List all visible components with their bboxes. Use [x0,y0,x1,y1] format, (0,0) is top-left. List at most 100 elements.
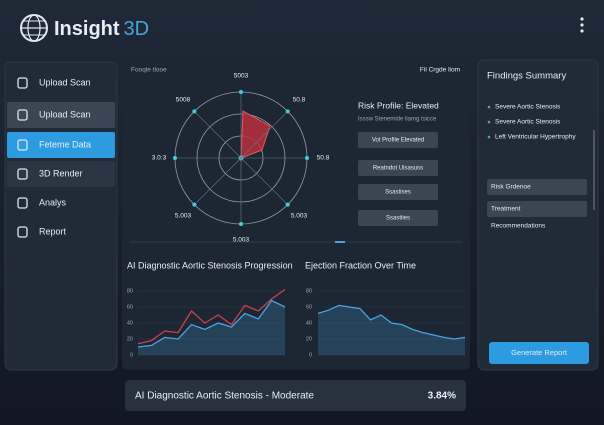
y-tick-label: 80 [127,288,133,294]
findings-section[interactable]: Treatment [487,201,587,217]
radar-axis [240,111,288,159]
sidebar: Upload Scan Upload Scan Feteme Data 3D Rend… [7,77,115,238]
risk-button[interactable]: Ssastiies [358,210,438,226]
status-value: 3.84% [428,391,456,402]
nav-item[interactable]: 3D Render [7,161,115,187]
title-accent: 3D [124,18,150,40]
nav-item[interactable]: Upload Scan [17,77,91,89]
menu-button[interactable] [580,17,584,33]
radar-axis [194,111,242,159]
risk-button-label: Ssastises [385,190,411,196]
risk-button[interactable]: Reatndot Uisasuss [358,160,438,176]
nav-item[interactable]: Upload Scan [7,102,115,128]
logo [20,14,48,42]
title-main: Insight [54,18,120,40]
section-label: Recommendations [491,223,546,230]
risk-button-bg [358,160,438,176]
radar-label: 5.003 [233,237,250,244]
risk-button-label: Ssastiies [386,216,410,222]
radar-node [239,90,243,94]
nav-icon [17,109,28,121]
radar-label: 50.8 [317,155,330,162]
status-bar [125,380,466,411]
line-area [138,300,285,355]
nav-label: Upload Scan [39,77,91,87]
radar-label: 50.8 [293,97,306,104]
radar-node [305,156,309,160]
y-tick-label: 0 [130,352,133,358]
nav-item[interactable]: Analys [17,197,67,209]
y-tick-label: 80 [306,288,312,294]
y-tick-label: 60 [306,304,312,310]
findings: Severe Aortic Stenosis Severe Aortic Sten… [487,104,589,364]
nav-label: Report [39,226,67,236]
risk-button-bg [358,210,438,226]
findings-section[interactable]: Recommendations [491,223,546,230]
radar-node [285,109,290,114]
button-bg [489,342,589,364]
radar-label: 3.0:3 [152,155,167,162]
radar-label: 5.003 [175,213,192,220]
nav-icon [17,197,28,209]
nav-item-bg [7,132,115,158]
y-tick-label: 20 [127,336,133,342]
radar-label: 5008 [176,97,191,104]
section-bg [487,179,587,195]
y-tick-label: 20 [306,336,312,342]
nav-icon [17,139,28,151]
radar-caption: Fooqle tlooe [131,67,167,74]
section-bg [487,201,587,217]
radar-node [192,109,197,114]
app-title: Insight 3D [54,18,149,40]
nav-item[interactable]: Report [17,226,67,238]
nav-label: 3D Render [39,168,83,178]
bullet-dot [487,120,491,124]
finding-item: Severe Aortic Stenosis [495,104,561,111]
line-series [137,288,286,345]
charts: AI Diagnostic Aortic Stenosis Progressio… [127,260,466,358]
nav-item-bg [7,161,115,187]
nav-label: Analys [39,197,67,207]
y-tick-label: 60 [127,304,133,310]
chart-title: AI Diagnostic Aortic Stenosis Progressio… [127,260,293,270]
nav-label: Feteme Data [39,139,91,149]
risk-subtitle: Isssw Stenemide liamg tsicce [358,117,437,123]
radar-axis [240,157,288,205]
radar-node [173,156,177,160]
nav-icon [17,226,28,238]
risk-button-label: Reatndot Uisasuss [373,166,423,172]
line-series [317,304,466,340]
risk-button[interactable]: Ssastises [358,184,438,200]
finding-item: Severe Aortic Stenosis [495,119,561,126]
radar-label: 5003 [234,73,249,80]
radar-node [285,202,290,207]
generate-report-button[interactable]: Generate Report [489,342,589,364]
findings-title: Findings Summary [487,71,566,82]
radar-caption: Fil Crgde liom [420,67,460,74]
y-tick-label: 0 [309,352,312,358]
radar-axis [194,157,242,205]
finding-item: Left Ventricular Hypertrophy [495,134,576,141]
nav-icon [17,168,28,180]
y-tick-label: 40 [127,320,133,326]
risk-title: Risk Profile: Elevated [358,100,439,110]
radar-label: 5.003 [291,213,308,220]
line-area [318,305,465,355]
line-series [137,299,286,348]
section-label: Treatment [491,206,521,213]
status-text: AI Diagnostic Aortic Stenosis - Moderate [135,391,314,402]
nav-label: Upload Scan [39,109,91,119]
button-label: Generate Report [511,348,568,357]
radar: 5003 50.8 50.8 5.003 5.003 5.003 3.0:3 5008 [152,73,330,244]
nav-item[interactable]: Feteme Data [7,132,115,158]
risk-button[interactable]: Vot Profile Elevated [358,132,438,148]
radar-node [192,202,197,207]
section-label: Risk Grdenoe [491,184,531,191]
nav-item-bg [7,102,115,128]
risk-button-bg [358,132,438,148]
risk-button-bg [358,184,438,200]
bullet-dot [487,105,491,109]
risk-button-label: Vot Profile Elevated [372,138,424,144]
findings-section[interactable]: Risk Grdenoe [487,179,587,195]
